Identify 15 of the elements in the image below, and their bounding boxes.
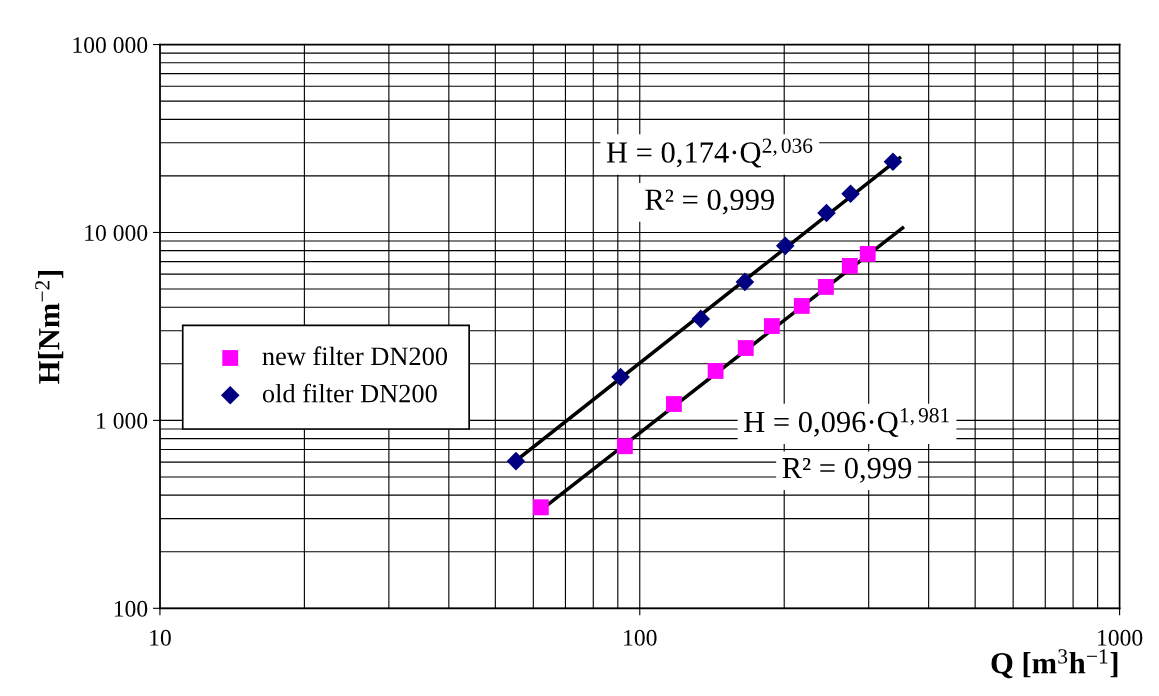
annotation: H = 0,174·Q$^{2,036}$ bbox=[606, 138, 813, 168]
x-tick-label: 10 bbox=[150, 629, 171, 646]
annotation: R² = 0,999 bbox=[645, 189, 774, 215]
y-axis-title: H[Nm$^{−2}$] bbox=[35, 271, 64, 384]
annotation: R² = 0,999 bbox=[782, 457, 912, 483]
annotation: H = 0,096·Q$^{1,981}$ bbox=[744, 407, 949, 437]
y-tick-label: 100 bbox=[114, 600, 148, 617]
x-axis-title: Q [m$^{3}$h$^{−1}$] bbox=[991, 649, 1118, 679]
x-tick-label: 100 bbox=[624, 629, 657, 646]
y-tick-label: 1 000 bbox=[97, 412, 148, 429]
legend-label: old filter DN200 bbox=[262, 383, 437, 403]
x-tick-label: 1000 bbox=[1098, 629, 1143, 646]
y-tick-label: 100 000 bbox=[73, 37, 148, 53]
legend-label: new filter DN200 bbox=[262, 346, 448, 366]
y-tick-label: 10 000 bbox=[85, 224, 148, 241]
